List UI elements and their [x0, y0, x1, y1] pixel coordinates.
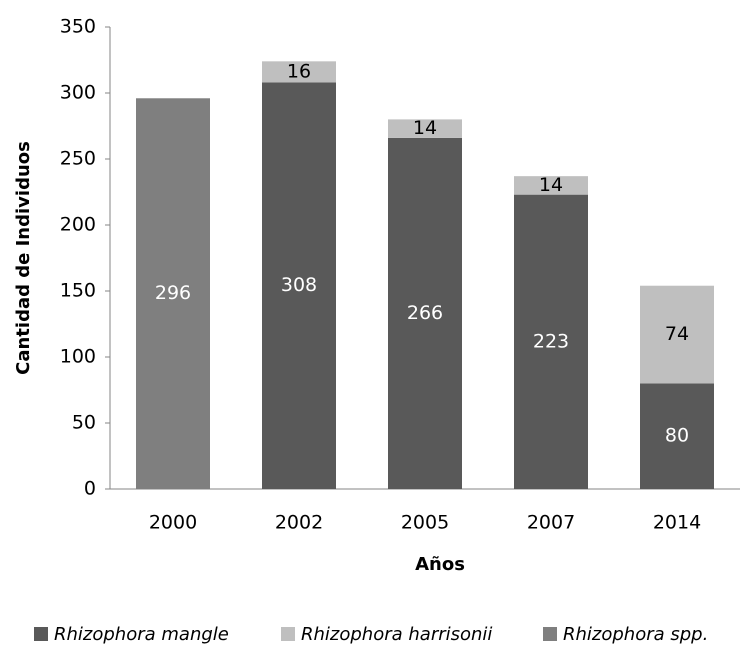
y-tick-label: 50	[72, 412, 96, 434]
x-tick-label: 2000	[149, 512, 197, 534]
legend-swatch	[543, 627, 557, 641]
y-axis-title: Cantidad de Individuos	[13, 141, 34, 375]
bar-segment	[136, 98, 210, 489]
y-tick-label: 200	[60, 214, 96, 236]
data-label: 74	[665, 323, 689, 345]
y-tick-label: 300	[60, 82, 96, 104]
y-tick-label: 150	[60, 280, 96, 302]
data-label: 296	[155, 282, 191, 304]
data-label: 266	[407, 302, 443, 324]
y-tick-label: 100	[60, 346, 96, 368]
bar-segment	[262, 61, 336, 83]
bar-segment	[388, 119, 462, 138]
y-tick-label: 350	[60, 16, 96, 38]
data-label: 14	[413, 117, 437, 139]
data-label: 16	[287, 60, 311, 82]
legend-label: Rhizophora spp.	[563, 624, 708, 645]
bar-segment	[388, 137, 462, 489]
data-label: 223	[533, 330, 569, 352]
x-tick-label: 2014	[653, 512, 701, 534]
x-tick-label: 2005	[401, 512, 449, 534]
y-tick-label: 0	[84, 478, 96, 500]
x-tick-label: 2002	[275, 512, 323, 534]
legend-label: Rhizophora mangle	[54, 624, 229, 645]
data-label: 308	[281, 274, 317, 296]
legend-swatch	[281, 627, 295, 641]
bar-segment	[640, 285, 714, 384]
bar-segment	[514, 194, 588, 489]
x-axis-title: Años	[415, 554, 465, 575]
y-tick-label: 250	[60, 148, 96, 170]
data-label: 80	[665, 425, 689, 447]
legend-label: Rhizophora harrisonii	[301, 624, 492, 645]
legend-swatch	[34, 627, 48, 641]
x-tick-label: 2007	[527, 512, 575, 534]
data-label: 14	[539, 174, 563, 196]
bar-segment	[514, 176, 588, 195]
bar-segment	[262, 82, 336, 489]
bar-segment	[640, 383, 714, 489]
